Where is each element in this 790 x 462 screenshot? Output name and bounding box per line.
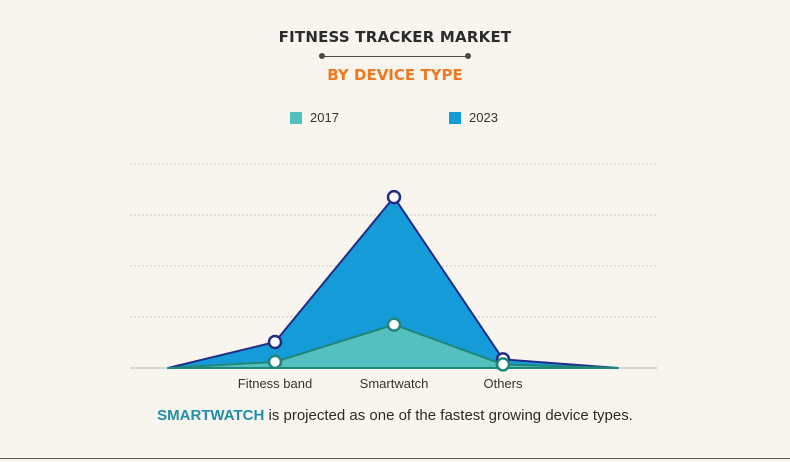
chart-title: FITNESS TRACKER MARKET (278, 28, 512, 46)
legend-swatch-2023 (449, 111, 461, 124)
marker-2017-others (495, 357, 511, 372)
marker-2023-fitness-band (267, 334, 283, 350)
legend-swatch-2017 (290, 111, 302, 124)
legend-item-2017: 2017 (290, 110, 339, 125)
divider-dot-right (465, 53, 471, 59)
marker-2017-fitness-band (267, 354, 283, 370)
divider-dot-left (319, 53, 325, 59)
caption-text: is projected as one of the fastest growi… (264, 407, 633, 424)
bottom-rule (0, 458, 790, 459)
chart-subtitle: BY DEVICE TYPE (327, 66, 463, 84)
legend-label-2023: 2023 (469, 110, 498, 125)
x-tick-label: Others (483, 376, 523, 391)
title-divider (319, 53, 471, 59)
chart-canvas: Fitness band Smartwatch Others (130, 163, 657, 391)
x-tick-label: Fitness band (238, 376, 312, 391)
marker-2017-smartwatch (386, 317, 402, 332)
x-tick-label: Smartwatch (360, 376, 429, 391)
caption-highlight: SMARTWATCH (157, 407, 265, 424)
legend-label-2017: 2017 (310, 110, 339, 125)
marker-2023-smartwatch (386, 189, 402, 205)
legend-item-2023: 2023 (449, 110, 498, 125)
area-series-2017 (167, 323, 619, 369)
caption: SMARTWATCH is projected as one of the fa… (0, 407, 790, 424)
